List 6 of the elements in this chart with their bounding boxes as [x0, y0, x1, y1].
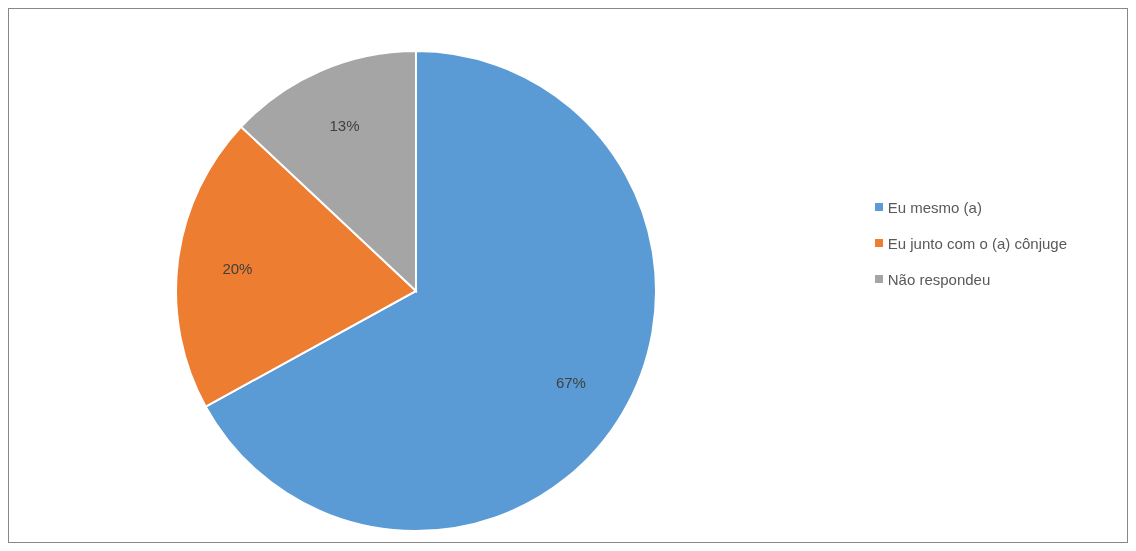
legend-label: Eu junto com o (a) cônjuge	[887, 234, 1067, 252]
legend-label: Eu mesmo (a)	[887, 198, 982, 216]
legend-label: Não respondeu	[887, 270, 991, 288]
data-label: 67%	[555, 374, 586, 392]
data-label: 13%	[329, 117, 360, 135]
data-label: 20%	[222, 259, 253, 277]
